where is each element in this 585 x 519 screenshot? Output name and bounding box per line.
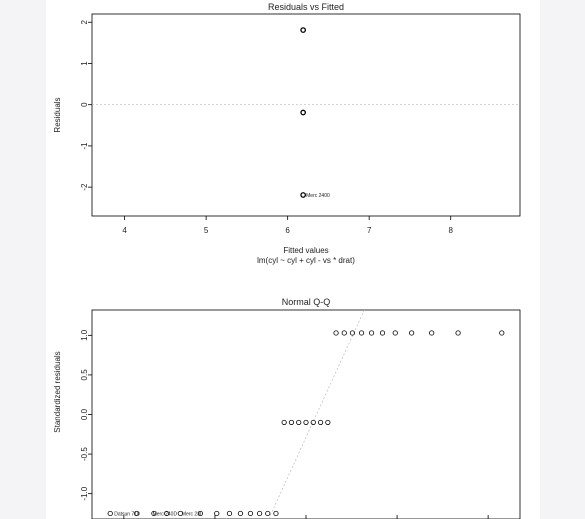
data-point xyxy=(429,330,435,336)
y-tick-label: -2 xyxy=(80,183,89,191)
data-point xyxy=(455,330,461,336)
data-point xyxy=(409,330,415,336)
y-tick-label: 1.0 xyxy=(80,329,89,341)
chart-title: Normal Q-Q xyxy=(282,297,331,307)
point-annotation: Merc 230 xyxy=(182,511,203,517)
data-point xyxy=(237,510,244,517)
data-point xyxy=(499,330,505,336)
data-point xyxy=(214,510,220,517)
y-axis-label: Residuals xyxy=(53,97,62,132)
plot-frame xyxy=(91,309,521,519)
x-tick-label: 8 xyxy=(448,226,453,235)
data-point xyxy=(349,330,356,336)
data-point xyxy=(265,510,271,517)
data-point xyxy=(310,419,316,426)
y-tick-label: -1 xyxy=(80,142,89,150)
plot-frame xyxy=(91,13,521,217)
data-point xyxy=(300,192,306,198)
data-point xyxy=(134,510,140,517)
data-point xyxy=(341,330,347,336)
x-axis-label: Fitted values xyxy=(283,246,328,255)
data-point xyxy=(107,510,113,517)
y-axis-label: Standardized residuals xyxy=(53,351,62,432)
y-tick-label: 0.0 xyxy=(80,408,89,420)
data-point xyxy=(281,419,287,426)
plot-canvas xyxy=(46,0,540,519)
data-point xyxy=(392,330,398,336)
point-annotation: Datsun 710 xyxy=(114,511,140,517)
data-point xyxy=(151,510,157,517)
chart-title: Residuals vs Fitted xyxy=(268,2,344,12)
x-tick-label: 7 xyxy=(367,226,372,235)
data-point xyxy=(226,510,233,517)
data-point xyxy=(296,419,302,426)
data-point xyxy=(247,510,254,517)
data-point xyxy=(317,419,324,426)
data-point xyxy=(358,330,365,336)
normal-qq-plot: Normal Q-Q -1.0 -0.5 0.0 0.5 1.0 Standardized … xyxy=(53,297,521,519)
data-point xyxy=(325,419,331,426)
y-tick-label: -0.5 xyxy=(80,447,89,461)
data-point xyxy=(197,510,203,517)
data-point xyxy=(333,330,339,336)
data-point xyxy=(300,109,306,116)
y-tick-label: 0.5 xyxy=(80,369,89,381)
residuals-vs-fitted-plot: Residuals vs Fitted -2 -1 0 1 2 4 5 6 7 8 Fitted va… xyxy=(53,2,521,265)
y-tick-label: 0 xyxy=(80,102,89,107)
x-tick-label: 6 xyxy=(285,226,290,235)
right-margin-panel xyxy=(540,0,585,519)
y-tick-label: 1 xyxy=(80,61,89,66)
point-annotation: Merc 2400 xyxy=(306,193,330,199)
x-tick-label: 5 xyxy=(204,226,209,235)
data-point xyxy=(273,510,279,517)
y-tick-label: -1.0 xyxy=(80,486,89,500)
data-point xyxy=(379,330,386,336)
data-point xyxy=(303,419,309,426)
data-point xyxy=(300,27,306,33)
data-point xyxy=(368,330,375,336)
x-axis-subtitle: lm(cyl ~ cyl + cyl - vs * drat) xyxy=(257,256,355,265)
data-point xyxy=(288,419,295,426)
x-tick-label: 4 xyxy=(122,226,127,235)
point-annotation: Merc 240D xyxy=(153,511,178,517)
data-point xyxy=(256,510,263,517)
qq-reference-line xyxy=(268,309,365,519)
left-margin-panel xyxy=(0,0,46,519)
data-point xyxy=(164,510,170,517)
y-tick-label: 2 xyxy=(80,19,89,24)
data-point xyxy=(177,510,183,517)
